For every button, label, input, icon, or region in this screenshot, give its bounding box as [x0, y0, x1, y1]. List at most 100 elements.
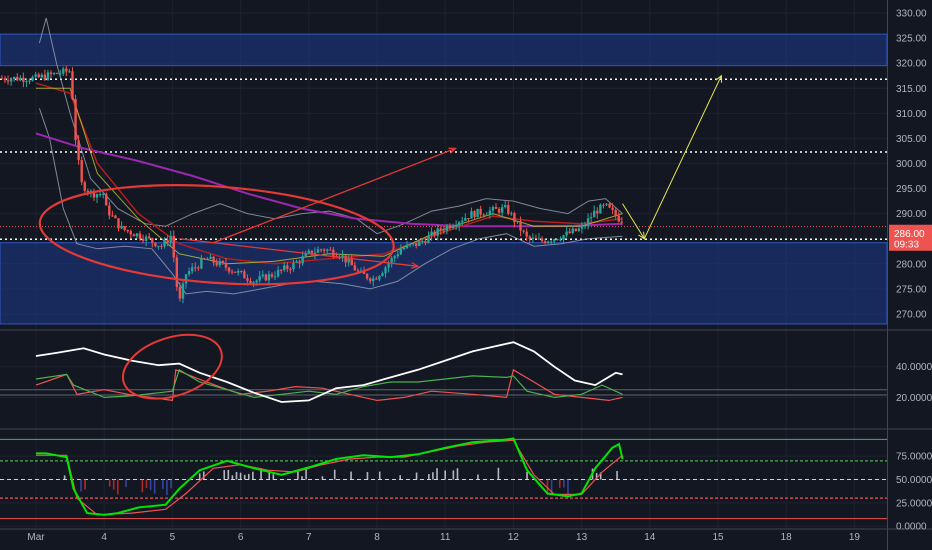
candle-body-44 — [135, 233, 139, 237]
candle-body-101 — [310, 250, 314, 255]
candle-body-123 — [378, 276, 381, 280]
candle-body-72 — [221, 261, 225, 264]
candle-body-16 — [49, 72, 53, 75]
candle-body-192 — [589, 217, 593, 219]
candle-body-87 — [267, 274, 271, 281]
candle-body-133 — [408, 244, 412, 246]
candle-body-64 — [197, 267, 200, 269]
candle-body-135 — [415, 243, 418, 246]
candle-body-180 — [553, 239, 556, 242]
level-price-label: 286.00 — [894, 229, 925, 240]
osc1-green-line — [35, 368, 623, 399]
candle-body-86 — [264, 274, 268, 281]
candle-body-182 — [559, 239, 562, 241]
candle-body-15 — [46, 72, 50, 80]
candle-body-25 — [77, 140, 80, 161]
osc2-hist-bar-15 — [202, 471, 205, 480]
candle-body-50 — [154, 242, 157, 247]
candle-body-190 — [583, 225, 587, 227]
price-tick-label-8: 310.00 — [896, 109, 927, 120]
candle-body-53 — [163, 240, 166, 247]
candle-body-106 — [326, 249, 329, 251]
candle-body-81 — [249, 280, 252, 284]
candlesticks — [0, 66, 624, 304]
osc2-hist-bar-8 — [145, 479, 148, 489]
candle-body-191 — [586, 218, 590, 226]
candle-body-65 — [200, 258, 203, 269]
price-tick-label-11: 325.00 — [896, 34, 927, 45]
candle-body-38 — [117, 218, 120, 229]
osc2-hist-bar-0 — [63, 475, 66, 480]
candle-body-31 — [95, 194, 99, 198]
candle-body-153 — [470, 211, 473, 219]
candle-body-104 — [319, 249, 323, 251]
osc2-stoch-line — [36, 437, 624, 516]
level-price-tag — [889, 226, 932, 241]
candle-body-61 — [187, 271, 191, 275]
candle-body-193 — [593, 210, 596, 218]
price-tick-label-9: 315.00 — [896, 84, 927, 95]
candle-body-154 — [473, 211, 476, 218]
date-tick-label-7: 12 — [508, 532, 520, 543]
candle-body-200 — [614, 209, 617, 216]
candle-body-151 — [464, 217, 467, 221]
candle-body-178 — [546, 241, 550, 243]
candle-body-118 — [362, 270, 366, 274]
candle-body-3 — [9, 78, 13, 82]
candle-body-37 — [114, 215, 117, 219]
candle-body-196 — [602, 204, 605, 206]
osc2-hist-bar-29 — [305, 467, 307, 480]
candle-body-9 — [28, 80, 31, 82]
candle-body-51 — [157, 245, 160, 247]
candle-body-111 — [341, 255, 344, 258]
osc2-hist-bar-47 — [550, 479, 553, 494]
candle-body-42 — [129, 231, 132, 235]
osc2-signal-line — [36, 439, 623, 516]
osc2-hist-bar-49 — [563, 479, 565, 488]
candle-body-174 — [534, 237, 538, 239]
candle-body-12 — [37, 74, 40, 78]
osc2-hist-bar-35 — [399, 475, 401, 480]
candle-body-167 — [513, 213, 516, 223]
candle-body-18 — [55, 73, 59, 75]
price-tick-label-7: 305.00 — [896, 134, 927, 145]
osc2-hist-bar-34 — [378, 471, 381, 480]
candle-body-56 — [172, 235, 175, 258]
candle-body-19 — [59, 73, 62, 75]
osc2-hist-bar-12 — [166, 479, 168, 496]
candle-body-198 — [608, 203, 611, 208]
osc2-hist-bar-20 — [239, 472, 242, 480]
candle-body-24 — [74, 99, 77, 141]
osc2-hist-bar-31 — [333, 469, 336, 480]
candle-body-30 — [92, 190, 96, 198]
candle-body-160 — [491, 207, 495, 211]
osc2-hist-bar-39 — [436, 468, 438, 480]
candle-body-150 — [461, 220, 464, 223]
date-tick-label-1: 4 — [101, 532, 107, 543]
candle-body-79 — [243, 271, 246, 279]
candle-body-71 — [218, 261, 221, 266]
axes[interactable]: 270.00275.00280.00285.00290.00295.00300.… — [27, 9, 932, 543]
candle-body-62 — [190, 267, 194, 272]
candle-body-2 — [6, 80, 10, 82]
candle-body-142 — [436, 228, 439, 236]
price-tick-label-4: 290.00 — [896, 209, 927, 220]
candle-body-108 — [332, 249, 335, 256]
osc1-tick-label-1: 40.0000 — [896, 362, 932, 373]
osc2-hist-bar-19 — [235, 471, 238, 480]
osc2-hist-bar-41 — [452, 470, 455, 480]
candle-body-176 — [540, 238, 544, 242]
candle-body-92 — [283, 265, 286, 270]
candle-body-134 — [411, 243, 415, 245]
candle-body-170 — [522, 230, 525, 232]
candle-body-7 — [22, 77, 25, 82]
candle-body-22 — [68, 71, 71, 73]
candle-body-58 — [178, 287, 182, 299]
osc2-tick-label-2: 50.0000 — [896, 475, 932, 486]
trend-arrow-down — [179, 238, 418, 267]
osc2-hist-bar-6 — [125, 479, 127, 488]
candle-body-144 — [442, 230, 446, 232]
candle-body-89 — [273, 276, 277, 278]
candle-body-17 — [52, 73, 56, 75]
